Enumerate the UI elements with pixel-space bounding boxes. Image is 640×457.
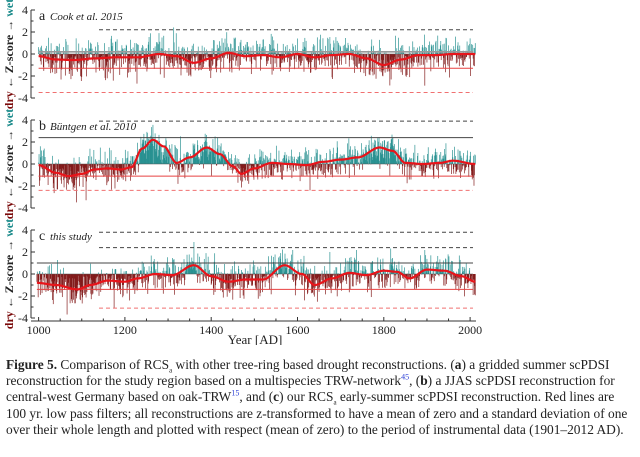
y-tick-label-b: 0 <box>22 157 28 171</box>
y-axis-label-part: wet <box>2 0 16 17</box>
caption-sub: a <box>333 399 337 408</box>
caption-text: ) our RCS <box>279 389 334 405</box>
x-tick-label: 1400 <box>199 323 223 337</box>
caption-text: Comparison of RCS <box>57 357 170 372</box>
y-axis-label-part: dry <box>2 91 16 109</box>
y-axis-label-part: wet <box>2 219 16 237</box>
panel-source-b: Büntgen et al. 2010 <box>50 121 137 133</box>
panel-letter-b: b <box>39 119 46 134</box>
y-axis-label-a: dry ← Z-score → wet <box>2 0 16 109</box>
y-tick-label-b: 4 <box>22 113 28 127</box>
x-tick-label: 1800 <box>372 323 396 337</box>
citation-link-15[interactable]: 15 <box>231 388 240 398</box>
lowpass-curve-a <box>38 51 476 67</box>
y-tick-label-b: -4 <box>18 201 28 215</box>
y-axis-label-part: → <box>2 127 16 145</box>
y-axis-label-part: → <box>2 17 16 35</box>
panel-letter-c: c <box>39 229 45 244</box>
y-tick-label-c: 4 <box>22 223 28 237</box>
x-tick-label: 1600 <box>286 323 310 337</box>
y-tick-label-a: -2 <box>18 69 28 83</box>
y-axis-label-part: Z-score <box>2 144 16 183</box>
y-axis-label-part: Z-score <box>2 254 16 293</box>
caption-panel-ref-a: a <box>454 357 462 372</box>
y-tick-label-c: 2 <box>22 245 28 259</box>
y-axis-label-part: ← <box>2 293 16 311</box>
lowpass-curve-b <box>38 138 476 178</box>
y-axis-label-part: dry <box>2 201 16 219</box>
figure-caption: Figure 5. Comparison of RCSa with other … <box>6 357 631 438</box>
y-axis-label-part: → <box>2 237 16 255</box>
caption-text: ) a gridded summer scPDSI reconstruction… <box>6 357 610 389</box>
caption-text: , and ( <box>239 389 274 405</box>
panel-letter-a: a <box>39 9 46 24</box>
y-axis-label-part: dry <box>2 311 16 329</box>
y-tick-label-a: 0 <box>22 47 28 61</box>
lowpass-curve-c <box>36 264 476 291</box>
caption-sub: a <box>169 366 173 375</box>
x-tick-label: 1000 <box>27 323 51 337</box>
caption-text: early-summer scPDSI reconstruction. Red … <box>6 389 628 437</box>
caption-text: , ( <box>409 373 421 389</box>
caption-text: with other tree-ring based drought recon… <box>172 357 455 372</box>
y-tick-label-b: 2 <box>22 135 28 149</box>
caption-panel-ref-c: c <box>273 389 280 405</box>
panel-source-a: Cook et al. 2015 <box>50 11 123 23</box>
caption-panel-ref-b: b <box>420 373 428 389</box>
y-axis-label-part: wet <box>2 109 16 127</box>
y-tick-label-c: 0 <box>22 267 28 281</box>
y-axis-label-part: ← <box>2 73 16 91</box>
y-tick-label-a: 2 <box>22 25 28 39</box>
x-tick-label: 2000 <box>458 323 482 337</box>
x-axis-label: Year [AD] <box>228 332 283 345</box>
y-axis-label-b: dry ← Z-score → wet <box>2 109 16 219</box>
panel-source-c: this study <box>50 231 92 243</box>
y-tick-label-c: -4 <box>18 311 28 325</box>
y-tick-label-b: -2 <box>18 179 28 193</box>
y-axis-label-part: Z-score <box>2 34 16 73</box>
citation-link-45[interactable]: 45 <box>401 372 410 382</box>
caption-label: Figure 5. <box>6 357 58 372</box>
y-tick-label-c: -2 <box>18 289 28 303</box>
y-tick-label-a: 4 <box>22 3 28 17</box>
y-axis-label-part: ← <box>2 183 16 201</box>
y-tick-label-a: -4 <box>18 91 28 105</box>
y-axis-label-c: dry ← Z-score → wet <box>2 219 16 329</box>
caption-text: ) a JJAS scPDSI reconstruction for centr… <box>6 373 615 405</box>
x-tick-label: 1200 <box>113 323 137 337</box>
